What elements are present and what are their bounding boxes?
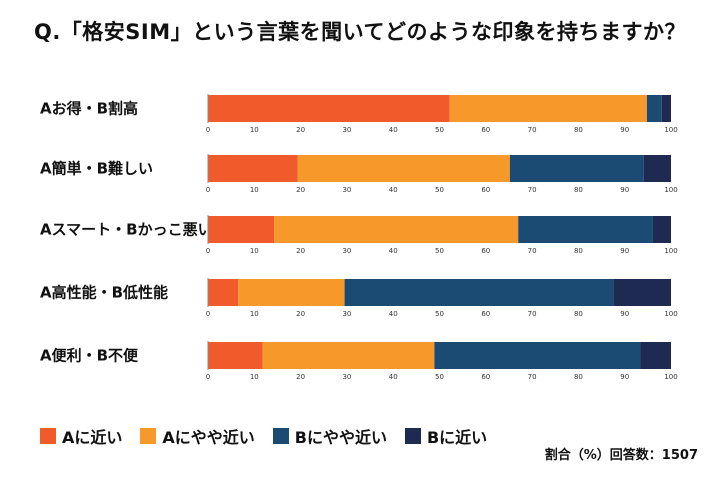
x-tick-label: 100: [664, 126, 677, 134]
legend-item: Aに近い: [40, 424, 122, 448]
category-label: A簡単・B難しい: [40, 160, 153, 178]
x-tick-label: 90: [620, 373, 629, 381]
x-tick-label: 20: [296, 373, 305, 381]
x-tick-label: 30: [342, 186, 351, 194]
x-tick-label: 60: [481, 126, 490, 134]
x-tick-label: 20: [296, 310, 305, 318]
x-tick-label: 10: [250, 373, 259, 381]
x-tick-label: 80: [574, 310, 583, 318]
bar-segment: [208, 216, 275, 243]
legend-item: Aにやや近い: [140, 424, 255, 448]
x-tick-label: 60: [481, 310, 490, 318]
x-tick-label: 50: [435, 186, 444, 194]
category-label: Aお得・B割高: [40, 100, 138, 118]
x-tick-label: 60: [481, 373, 490, 381]
category-label: Aスマート・Bかっこ悪い: [40, 221, 213, 239]
bar-segment: [449, 95, 647, 122]
x-tick-label: 20: [296, 247, 305, 255]
bar-segment: [518, 216, 653, 243]
x-tick-label: 0: [206, 247, 210, 255]
x-tick-label: 10: [250, 186, 259, 194]
legend-swatch: [272, 428, 289, 444]
x-tick-label: 40: [389, 186, 398, 194]
x-tick-label: 100: [664, 186, 677, 194]
x-tick-label: 30: [342, 126, 351, 134]
category-label: A高性能・B低性能: [40, 284, 168, 302]
x-tick-label: 100: [664, 310, 677, 318]
sample-note: 割合（%）回答数：1507: [544, 448, 698, 463]
bar-segment: [661, 95, 671, 122]
x-tick-label: 90: [620, 310, 629, 318]
bar-segment: [262, 342, 435, 369]
chart-legend: Aに近い Aにやや近い Bにやや近い Bに近い: [40, 424, 487, 448]
bar-segment: [613, 279, 671, 306]
legend-label: Aに近い: [62, 428, 123, 447]
bar-segment: [238, 279, 345, 306]
bar-segment: [509, 155, 644, 182]
x-tick-label: 90: [620, 247, 629, 255]
x-tick-label: 80: [574, 126, 583, 134]
bar-segment: [208, 279, 239, 306]
legend-swatch: [40, 428, 56, 444]
x-tick-label: 30: [342, 310, 351, 318]
x-tick-label: 70: [528, 186, 537, 194]
legend-label: Bに近い: [426, 428, 488, 447]
x-tick-label: 50: [435, 126, 444, 134]
x-tick-label: 50: [435, 373, 444, 381]
bar-segment: [652, 216, 671, 243]
x-tick-label: 80: [574, 247, 583, 255]
bar-segment: [640, 342, 671, 369]
legend-label: Aにやや近い: [162, 428, 255, 447]
x-tick-label: 20: [296, 126, 305, 134]
legend-item: Bに近い: [404, 424, 488, 448]
x-tick-label: 30: [342, 373, 351, 381]
x-tick-label: 100: [664, 373, 677, 381]
x-tick-label: 40: [389, 373, 398, 381]
x-tick-label: 0: [206, 126, 210, 134]
bar-segment: [344, 279, 614, 306]
legend-swatch: [404, 428, 421, 444]
bar-segment: [274, 216, 519, 243]
bar-segment: [646, 95, 662, 122]
bar-segment: [297, 155, 510, 182]
x-tick-label: 90: [620, 126, 629, 134]
x-tick-label: 70: [528, 247, 537, 255]
x-tick-label: 50: [435, 310, 444, 318]
x-tick-label: 60: [481, 186, 490, 194]
x-tick-label: 10: [250, 310, 259, 318]
x-tick-label: 70: [528, 310, 537, 318]
x-tick-label: 40: [389, 247, 398, 255]
legend-item: Bにやや近い: [272, 424, 387, 448]
x-tick-label: 10: [250, 247, 259, 255]
x-tick-label: 70: [528, 373, 537, 381]
bar-segment: [208, 342, 263, 369]
x-tick-label: 100: [664, 247, 677, 255]
x-tick-label: 80: [574, 373, 583, 381]
bar-segment: [643, 155, 671, 182]
category-label: A便利・B不便: [40, 347, 139, 365]
x-tick-label: 70: [528, 126, 537, 134]
x-tick-label: 0: [206, 373, 210, 381]
x-tick-label: 50: [435, 247, 444, 255]
x-tick-label: 60: [481, 247, 490, 255]
x-tick-label: 80: [574, 186, 583, 194]
x-tick-label: 0: [206, 186, 210, 194]
legend-swatch: [140, 428, 157, 444]
x-tick-label: 10: [250, 126, 259, 134]
chart-title: Q.「格安SIM」という言葉を聞いてどのような印象を持ちますか？: [33, 20, 687, 44]
bar-segment: [434, 342, 641, 369]
bar-segment: [208, 155, 298, 182]
legend-label: Bにやや近い: [294, 428, 387, 447]
x-tick-label: 40: [389, 310, 398, 318]
x-tick-label: 30: [342, 247, 351, 255]
bar-segment: [208, 95, 450, 122]
x-tick-label: 40: [389, 126, 398, 134]
x-tick-label: 90: [620, 186, 629, 194]
x-tick-label: 0: [206, 310, 210, 318]
x-tick-label: 20: [296, 186, 305, 194]
